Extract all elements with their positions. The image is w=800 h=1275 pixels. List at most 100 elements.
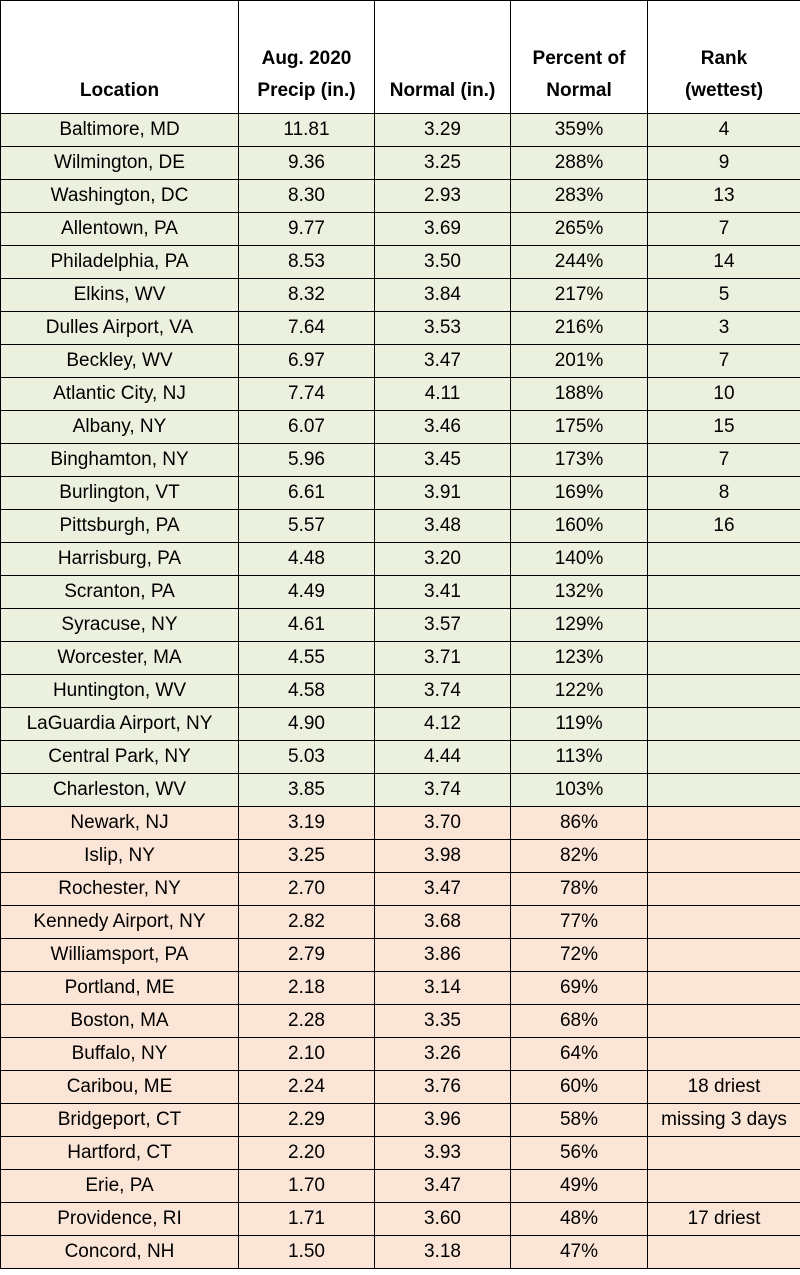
table-cell: 8 <box>647 476 800 510</box>
table-row: Syracuse, NY 4.61 3.57 129% <box>0 608 800 642</box>
table-cell: Williamsport, PA <box>0 938 239 972</box>
table-cell: 6.07 <box>238 410 375 444</box>
table-row: Bridgeport, CT 2.29 3.96 58% missing 3 days <box>0 1103 800 1137</box>
empty-cell <box>647 773 800 807</box>
table-cell: 4.58 <box>238 674 375 708</box>
table-cell: 123% <box>510 641 648 675</box>
table-cell: 140% <box>510 542 648 576</box>
table-cell: 4.55 <box>238 641 375 675</box>
table-cell: Burlington, VT <box>0 476 239 510</box>
table-row: Elkins, WV 8.32 3.84 217% 5 <box>0 278 800 312</box>
table-cell: 3.45 <box>374 443 511 477</box>
table-row: Hartford, CT 2.20 3.93 56% <box>0 1136 800 1170</box>
table-cell: Harrisburg, PA <box>0 542 239 576</box>
table-row: Portland, ME 2.18 3.14 69% <box>0 971 800 1005</box>
table-cell: Wilmington, DE <box>0 146 239 180</box>
table-row: Boston, MA 2.28 3.35 68% <box>0 1004 800 1038</box>
table-cell: 3.19 <box>238 806 375 840</box>
table-cell: Charleston, WV <box>0 773 239 807</box>
table-cell: 86% <box>510 806 648 840</box>
table-cell: Worcester, MA <box>0 641 239 675</box>
table-cell: 1.71 <box>238 1202 375 1236</box>
table-row: Islip, NY 3.25 3.98 82% <box>0 839 800 873</box>
table-row: Erie, PA 1.70 3.47 49% <box>0 1169 800 1203</box>
header-text: Normal <box>546 80 612 101</box>
table-row: Atlantic City, NJ 7.74 4.11 188% 10 <box>0 377 800 411</box>
table-cell: Dulles Airport, VA <box>0 311 239 345</box>
table-cell: 64% <box>510 1037 648 1071</box>
table-cell: 6.97 <box>238 344 375 378</box>
empty-cell <box>647 1169 800 1203</box>
table-cell: 3.46 <box>374 410 511 444</box>
table-cell: 77% <box>510 905 648 939</box>
table-cell: 160% <box>510 509 648 543</box>
table-cell: 132% <box>510 575 648 609</box>
table-cell: Central Park, NY <box>0 740 239 774</box>
table-cell: 3.18 <box>374 1235 511 1269</box>
table-row: Concord, NH 1.50 3.18 47% <box>0 1235 800 1269</box>
table-row: Huntington, WV 4.58 3.74 122% <box>0 674 800 708</box>
empty-cell <box>647 938 800 972</box>
table-cell: 217% <box>510 278 648 312</box>
table-cell: 4.49 <box>238 575 375 609</box>
table-cell: 8.32 <box>238 278 375 312</box>
table-cell: Newark, NJ <box>0 806 239 840</box>
table-cell: Syracuse, NY <box>0 608 239 642</box>
table-cell: Baltimore, MD <box>0 113 239 147</box>
table-row: Charleston, WV 3.85 3.74 103% <box>0 773 800 807</box>
table-cell: 4.48 <box>238 542 375 576</box>
table-cell: Portland, ME <box>0 971 239 1005</box>
table-cell: 2.18 <box>238 971 375 1005</box>
table-cell: 3.85 <box>238 773 375 807</box>
table-cell: Binghamton, NY <box>0 443 239 477</box>
table-cell: 3.29 <box>374 113 511 147</box>
table-cell: Providence, RI <box>0 1202 239 1236</box>
header-text: Rank <box>700 48 748 69</box>
table-cell: Atlantic City, NJ <box>0 377 239 411</box>
table-row: Providence, RI 1.71 3.60 48% 17 driest <box>0 1202 800 1236</box>
table-cell: 5.96 <box>238 443 375 477</box>
table-cell: Concord, NH <box>0 1235 239 1269</box>
table-cell: 7 <box>647 344 800 378</box>
table-cell: 4.44 <box>374 740 511 774</box>
header-cell: Normal (in.) <box>374 0 511 114</box>
table-cell: 3 <box>647 311 800 345</box>
table-cell: 2.29 <box>238 1103 375 1137</box>
table-row: Washington, DC 8.30 2.93 283% 13 <box>0 179 800 213</box>
table-cell: 15 <box>647 410 800 444</box>
table-cell: 122% <box>510 674 648 708</box>
table-row: Harrisburg, PA 4.48 3.20 140% <box>0 542 800 576</box>
table-cell: 47% <box>510 1235 648 1269</box>
header-text: Precip (in.) <box>257 80 356 101</box>
table-cell: 3.70 <box>374 806 511 840</box>
table-row: Williamsport, PA 2.79 3.86 72% <box>0 938 800 972</box>
empty-cell <box>647 740 800 774</box>
table-cell: 103% <box>510 773 648 807</box>
header-cell: Percent of Normal <box>510 0 648 114</box>
table-cell: Allentown, PA <box>0 212 239 246</box>
table-cell: 14 <box>647 245 800 279</box>
table-row: Burlington, VT 6.61 3.91 169% 8 <box>0 476 800 510</box>
table-cell: 7.64 <box>238 311 375 345</box>
table-cell: 2.82 <box>238 905 375 939</box>
empty-cell <box>647 1004 800 1038</box>
empty-cell <box>647 905 800 939</box>
table-cell: 265% <box>510 212 648 246</box>
table-cell: 3.47 <box>374 1169 511 1203</box>
header-cell: Rank (wettest) <box>647 0 800 114</box>
table-cell: 4 <box>647 113 800 147</box>
table-row: Buffalo, NY 2.10 3.26 64% <box>0 1037 800 1071</box>
table-cell: 2.10 <box>238 1037 375 1071</box>
table-cell: 2.20 <box>238 1136 375 1170</box>
table-cell: Bridgeport, CT <box>0 1103 239 1137</box>
table-cell: 72% <box>510 938 648 972</box>
table-cell: 2.70 <box>238 872 375 906</box>
table-cell: 5 <box>647 278 800 312</box>
table-cell: 49% <box>510 1169 648 1203</box>
table-cell: 3.74 <box>374 674 511 708</box>
table-cell: 3.96 <box>374 1103 511 1137</box>
table-cell: 2.93 <box>374 179 511 213</box>
table-body: Baltimore, MD 11.81 3.29 359% 4 Wilmington, D… <box>0 113 800 1269</box>
table-cell: 359% <box>510 113 648 147</box>
